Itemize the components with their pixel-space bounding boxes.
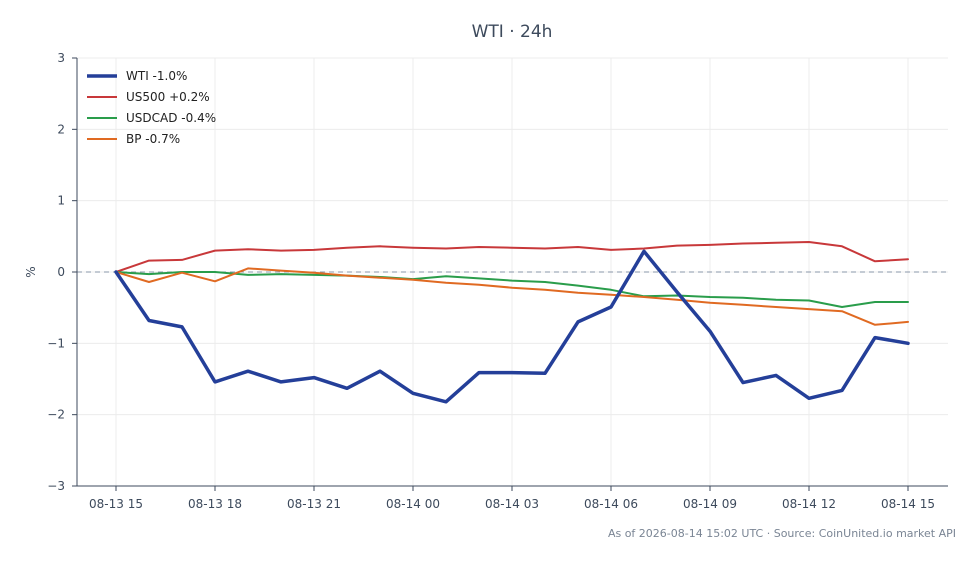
axes: 3 2 1 0 −1 −2 −3 08-13 15 08-13 18 08-13 21 08-14 … <box>47 51 948 511</box>
x-tick-label: 08-14 06 <box>584 497 638 511</box>
x-tick-label: 08-14 03 <box>485 497 539 511</box>
y-tick-label: −3 <box>47 479 65 493</box>
x-tick-label: 08-13 21 <box>287 497 341 511</box>
series-line-0 <box>114 249 910 404</box>
legend-entry: BP -0.7% <box>126 132 180 146</box>
legend-entry: USDCAD -0.4% <box>126 111 216 125</box>
series-line-2 <box>115 271 909 308</box>
grid <box>77 57 948 487</box>
series-lines <box>114 241 910 404</box>
chart-title: WTI · 24h <box>472 22 553 42</box>
x-tick-label: 08-14 12 <box>782 497 836 511</box>
y-tick-label: −1 <box>47 336 65 350</box>
x-tick-label: 08-13 18 <box>188 497 242 511</box>
y-tick-label: 1 <box>57 194 65 208</box>
y-tick-label: 0 <box>57 265 65 279</box>
x-tick-label: 08-14 00 <box>386 497 440 511</box>
legend: WTI -1.0% US500 +0.2% USDCAD -0.4% BP -0.7% <box>87 69 216 146</box>
y-tick-label: 2 <box>57 122 65 136</box>
series-line-1 <box>115 241 909 273</box>
footer-source: As of 2026-08-14 15:02 UTC · Source: Coi… <box>608 527 956 540</box>
x-tick-label: 08-14 09 <box>683 497 737 511</box>
legend-entry: WTI -1.0% <box>126 69 187 83</box>
x-tick-label: 08-14 15 <box>881 497 935 511</box>
series-line-3 <box>115 267 909 326</box>
y-tick-label: −2 <box>47 408 65 422</box>
x-tick-label: 08-13 15 <box>89 497 143 511</box>
legend-entry: US500 +0.2% <box>126 90 210 104</box>
y-axis-label: % <box>24 266 38 277</box>
y-tick-label: 3 <box>57 51 65 65</box>
